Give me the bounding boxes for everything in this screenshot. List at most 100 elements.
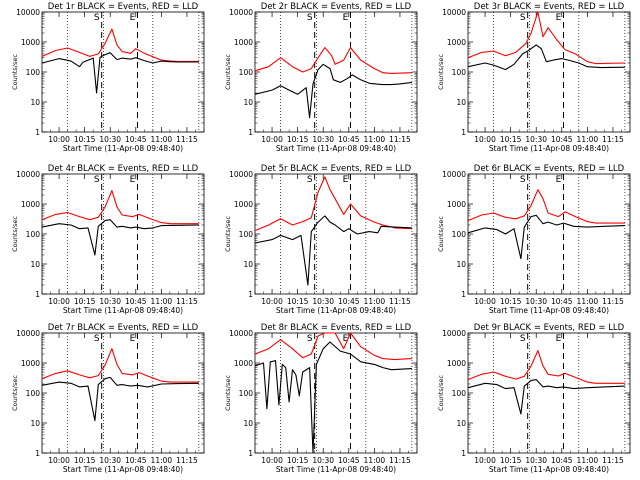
y-tick-label: 10000 xyxy=(229,170,253,179)
start-marker: S xyxy=(307,175,313,185)
x-tick-label: 10:30 xyxy=(99,135,121,144)
end-marker: E xyxy=(343,175,349,185)
panel-title: Det 6r BLACK = Events, RED = LLD xyxy=(474,164,625,174)
y-tick-label: 10 xyxy=(243,98,253,107)
start-marker: S xyxy=(520,334,526,344)
x-tick-label: 10:15 xyxy=(74,135,96,144)
y-tick-label: 10 xyxy=(243,419,253,428)
x-tick-label: 10:00 xyxy=(261,135,283,144)
x-tick-label: 10:45 xyxy=(125,297,147,306)
y-tick-label: 1 xyxy=(461,449,466,458)
y-tick-label: 1 xyxy=(35,290,40,299)
y-tick-label: 1000 xyxy=(21,200,40,209)
y-tick-label: 1000 xyxy=(234,38,253,47)
y-axis-label: Counts/sec xyxy=(437,54,445,90)
y-axis-label: Counts/sec xyxy=(224,216,232,252)
end-marker: E xyxy=(130,334,136,344)
series-events-line xyxy=(254,341,412,454)
y-tick-label: 1000 xyxy=(21,359,40,368)
x-tick-label: 11:15 xyxy=(176,135,198,144)
y-tick-label: 10 xyxy=(30,419,40,428)
panel-det-5: Det 5r BLACK = Events, RED = LLD 1 10 100 10… xyxy=(224,164,418,315)
y-tick-label: 1000 xyxy=(447,38,466,47)
series-events-line xyxy=(467,214,625,260)
y-tick-label: 10000 xyxy=(16,8,40,17)
plot-frame xyxy=(467,173,631,295)
y-tick-label: 10 xyxy=(30,260,40,269)
panel-title: Det 1r BLACK = Events, RED = LLD xyxy=(48,2,199,12)
x-tick-label: 11:15 xyxy=(602,456,624,465)
y-tick-label: 10 xyxy=(30,98,40,107)
series-events-line xyxy=(254,215,412,286)
panel-det-1: Det 1r BLACK = Events, RED = LLD 1 10 100 10… xyxy=(11,2,205,153)
series-events-line xyxy=(41,376,199,422)
x-tick-label: 10:45 xyxy=(551,456,573,465)
x-tick-label: 10:45 xyxy=(551,297,573,306)
x-tick-label: 10:00 xyxy=(48,456,70,465)
x-tick-label: 10:15 xyxy=(74,297,96,306)
y-tick-label: 1 xyxy=(461,290,466,299)
end-marker: E xyxy=(343,334,349,344)
x-tick-label: 11:15 xyxy=(389,135,411,144)
x-axis-label: Start Time (11-Apr-08 09:48:40) xyxy=(276,144,396,153)
panel-det-7: Det 7r BLACK = Events, RED = LLD 1 10 100 10… xyxy=(11,323,205,474)
start-marker: S xyxy=(520,13,526,23)
plot-frame xyxy=(41,332,205,454)
panel-title: Det 3r BLACK = Events, RED = LLD xyxy=(474,2,625,12)
panel-title: Det 5r BLACK = Events, RED = LLD xyxy=(261,164,412,174)
panel-title: Det 9r BLACK = Events, RED = LLD xyxy=(474,323,625,333)
y-tick-label: 100 xyxy=(452,68,467,77)
x-tick-label: 10:45 xyxy=(338,456,360,465)
y-tick-label: 1 xyxy=(248,128,253,137)
x-axis-label: Start Time (11-Apr-08 09:48:40) xyxy=(489,306,609,315)
y-tick-label: 1000 xyxy=(234,200,253,209)
series-lld-line xyxy=(254,332,412,361)
start-marker: S xyxy=(94,334,100,344)
start-marker: S xyxy=(520,175,526,185)
x-tick-label: 11:00 xyxy=(151,297,173,306)
start-marker: S xyxy=(94,175,100,185)
start-marker: S xyxy=(94,13,100,23)
panel-det-8: Det 8r BLACK = Events, RED = LLD 1 10 100 10… xyxy=(224,323,418,474)
series-lld-line xyxy=(467,189,625,224)
y-tick-label: 100 xyxy=(239,68,254,77)
y-tick-label: 10000 xyxy=(16,170,40,179)
series-lld-line xyxy=(41,348,199,383)
y-tick-label: 1 xyxy=(461,128,466,137)
series-events-line xyxy=(467,44,625,71)
y-tick-label: 10000 xyxy=(16,329,40,338)
y-axis-label: Counts/sec xyxy=(11,216,19,252)
x-tick-label: 11:00 xyxy=(364,135,386,144)
y-tick-label: 10000 xyxy=(229,8,253,17)
x-tick-label: 10:30 xyxy=(312,297,334,306)
panel-title: Det 4r BLACK = Events, RED = LLD xyxy=(48,164,199,174)
end-marker: E xyxy=(556,13,562,23)
x-tick-label: 10:30 xyxy=(525,297,547,306)
y-axis-label: Counts/sec xyxy=(224,375,232,411)
panel-title: Det 2r BLACK = Events, RED = LLD xyxy=(261,2,412,12)
series-events-line xyxy=(254,63,412,119)
panel-det-6: Det 6r BLACK = Events, RED = LLD 1 10 100 10… xyxy=(437,164,631,315)
series-lld-line xyxy=(254,176,412,232)
y-tick-label: 100 xyxy=(26,68,41,77)
panel-det-9: Det 9r BLACK = Events, RED = LLD 1 10 100 10… xyxy=(437,323,631,474)
plot-frame xyxy=(467,332,631,454)
y-tick-label: 10000 xyxy=(229,329,253,338)
y-tick-label: 1 xyxy=(35,449,40,458)
series-lld-line xyxy=(41,190,199,225)
start-marker: S xyxy=(307,13,313,23)
y-axis-label: Counts/sec xyxy=(437,375,445,411)
y-axis-label: Counts/sec xyxy=(11,375,19,411)
x-tick-label: 10:00 xyxy=(474,135,496,144)
y-tick-label: 100 xyxy=(452,389,467,398)
y-tick-label: 10 xyxy=(456,98,466,107)
end-marker: E xyxy=(556,334,562,344)
x-tick-label: 11:00 xyxy=(364,456,386,465)
x-axis-label: Start Time (11-Apr-08 09:48:40) xyxy=(489,465,609,474)
x-tick-label: 10:00 xyxy=(261,297,283,306)
y-tick-label: 1000 xyxy=(447,359,466,368)
x-tick-label: 10:00 xyxy=(261,456,283,465)
x-tick-label: 10:15 xyxy=(74,456,96,465)
y-tick-label: 1000 xyxy=(21,38,40,47)
y-tick-label: 100 xyxy=(239,389,254,398)
